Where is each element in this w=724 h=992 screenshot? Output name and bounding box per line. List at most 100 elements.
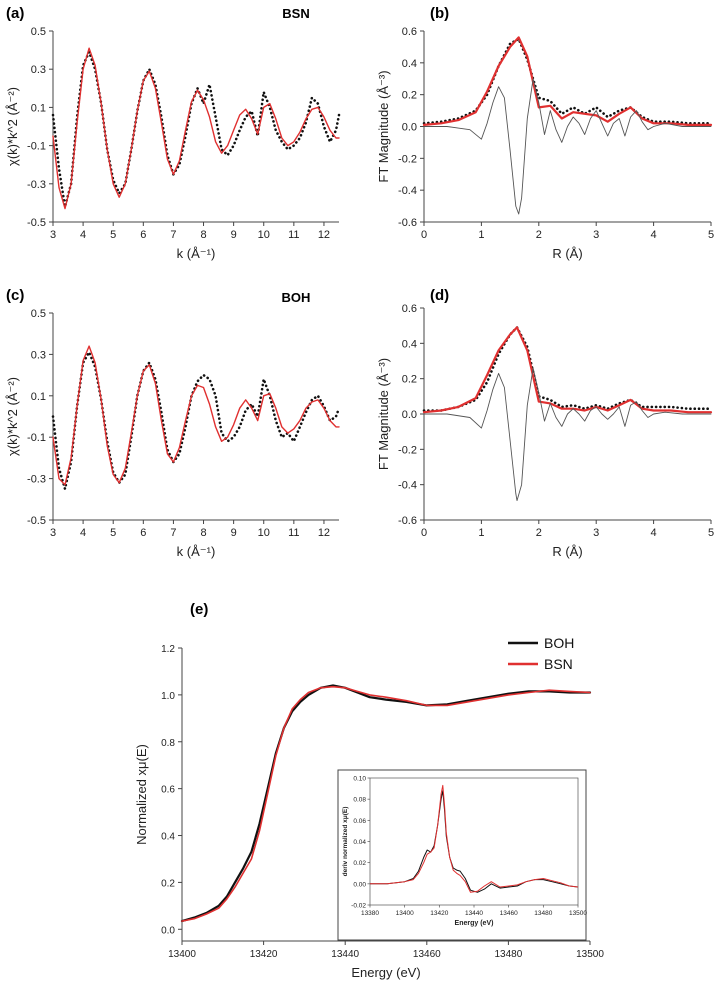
inset-plot: 13380 13400 13420 13440 13460 13480 13500 -0.02… [337,769,587,941]
x-tick-label: 3 [593,229,599,241]
x-tick-label: 7 [170,527,176,539]
y-tick-label: -0.1 [27,141,46,153]
y-tick-label: 1.0 [161,691,175,702]
sample-label: BSN [282,6,309,21]
y-tick-label: -0.2 [398,444,417,456]
x-tick-label: 9 [231,229,237,241]
x-tick-label: 5 [110,229,116,241]
x-tick-label: 0 [421,229,427,241]
y-tick-label: -0.1 [27,432,46,444]
inset-frame [337,769,587,941]
series-line-fit [423,78,712,215]
y-tick-label: 0.0 [402,409,417,421]
x-tick-label: 10 [258,229,270,241]
y-tick-label: -0.5 [27,515,46,527]
x-tick-label: 13440 [331,949,359,960]
y-axis-label: FT Magnitude (Å⁻³) [376,70,391,182]
x-tick-label: 3 [593,527,599,539]
x-axis-label: R (Å) [552,544,582,559]
series-line-experiment [51,50,341,208]
y-tick-label: -0.4 [398,480,417,492]
y-tick-label: 0.4 [402,338,417,350]
panel-label: (e) [190,601,208,618]
y-tick-label: 0.5 [31,308,46,320]
y-tick-label: 0.8 [161,738,175,749]
series-line-fit [52,47,340,210]
x-tick-label: 13420 [250,949,278,960]
panel-label: (a) [6,5,24,22]
panel-label: (d) [430,287,449,304]
panel-e: 13400 13420 13440 13460 13480 13500 0.0 0.2 0.4 0… [134,601,604,980]
inset-x-tick-label: 13440 [465,910,483,917]
y-axis-label: FT Magnitude (Å⁻³) [376,358,391,470]
inset-x-tick-label: 13500 [569,910,587,917]
x-axis-label: R (Å) [552,246,582,261]
x-tick-label: 1 [478,229,484,241]
x-tick-label: 13480 [494,949,522,960]
x-tick-label: 5 [708,527,714,539]
panel-label: (c) [6,287,24,304]
inset-y-tick-label: 0.02 [353,860,366,867]
y-tick-label: 0.6 [402,303,417,315]
series-line-fit [423,367,712,502]
y-tick-label: 0.4 [161,832,175,843]
y-tick-label: 1.2 [161,644,175,655]
inset-series-line-1 [370,784,579,893]
x-tick-label: 3 [50,229,56,241]
panel-label: (b) [430,5,449,22]
series-line-bsn [181,685,591,922]
series-line-fit [422,36,713,127]
x-tick-label: 1 [478,527,484,539]
y-tick-label: -0.6 [398,515,417,527]
y-tick-label: 0.3 [31,349,46,361]
legend-label-bsn: BSN [544,656,573,672]
x-tick-label: 4 [651,527,657,539]
series-line-fit [52,345,340,486]
x-tick-label: 11 [288,527,299,539]
x-tick-label: 13460 [413,949,441,960]
inset-y-tick-label: 0.04 [353,839,366,846]
x-tick-label: 12 [318,229,330,241]
x-tick-label: 13400 [168,949,196,960]
y-axis-label: χ(k)*k^2 (Å⁻²) [5,377,20,456]
x-tick-label: 3 [50,527,56,539]
x-tick-label: 6 [140,527,146,539]
x-axis-label: k (Å⁻¹) [177,544,216,559]
inset-x-tick-label: 13420 [430,910,448,917]
y-tick-label: 0.1 [31,102,46,114]
x-tick-label: 13500 [576,949,604,960]
panel-b: 0 1 2 3 4 5 -0.6 -0.4 -0.2 0.0 0.2 0.4 0.6 R (Å) FT Ma… [376,5,714,261]
y-tick-label: -0.3 [27,179,46,191]
x-tick-label: 4 [80,229,86,241]
y-tick-label: 0.3 [31,64,46,76]
panel-d: 0 1 2 3 4 5 -0.6 -0.4 -0.2 0.0 0.2 0.4 0.6 R (Å) FT Ma… [376,287,714,559]
y-tick-label: -0.3 [27,474,46,486]
y-tick-label: -0.2 [398,153,417,165]
y-axis-label: Normalized xμ(E) [134,744,149,845]
x-tick-label: 2 [536,229,542,241]
panel-a: 3 4 5 6 7 8 9 10 11 12 -0.5 -0.3 -0.1 0.1 0.3 0.5 k (Å⁻¹… [5,5,341,261]
series-line-experiment [51,350,341,491]
x-tick-label: 5 [110,527,116,539]
x-tick-label: 12 [318,527,330,539]
y-axis-label: χ(k)*k^2 (Å⁻²) [5,87,20,166]
y-tick-label: 0.4 [402,58,417,70]
y-tick-label: 0.2 [402,374,417,386]
x-tick-label: 4 [80,527,86,539]
y-tick-label: 0.6 [161,785,175,796]
inset-y-tick-label: 0.10 [353,776,366,783]
x-tick-label: 4 [651,229,657,241]
inset-y-tick-label: 0.08 [353,797,366,804]
x-axis-label: Energy (eV) [351,965,420,980]
x-tick-label: 10 [258,527,270,539]
inset-x-tick-label: 13400 [396,910,414,917]
series-line-fit [422,326,713,414]
x-tick-label: 9 [231,527,237,539]
y-tick-label: 0.0 [402,122,417,134]
y-tick-label: -0.4 [398,185,417,197]
y-tick-label: 0.5 [31,26,46,38]
inset-x-axis-label: Energy (eV) [455,920,494,927]
legend-label-boh: BOH [544,635,574,651]
x-tick-label: 7 [170,229,176,241]
